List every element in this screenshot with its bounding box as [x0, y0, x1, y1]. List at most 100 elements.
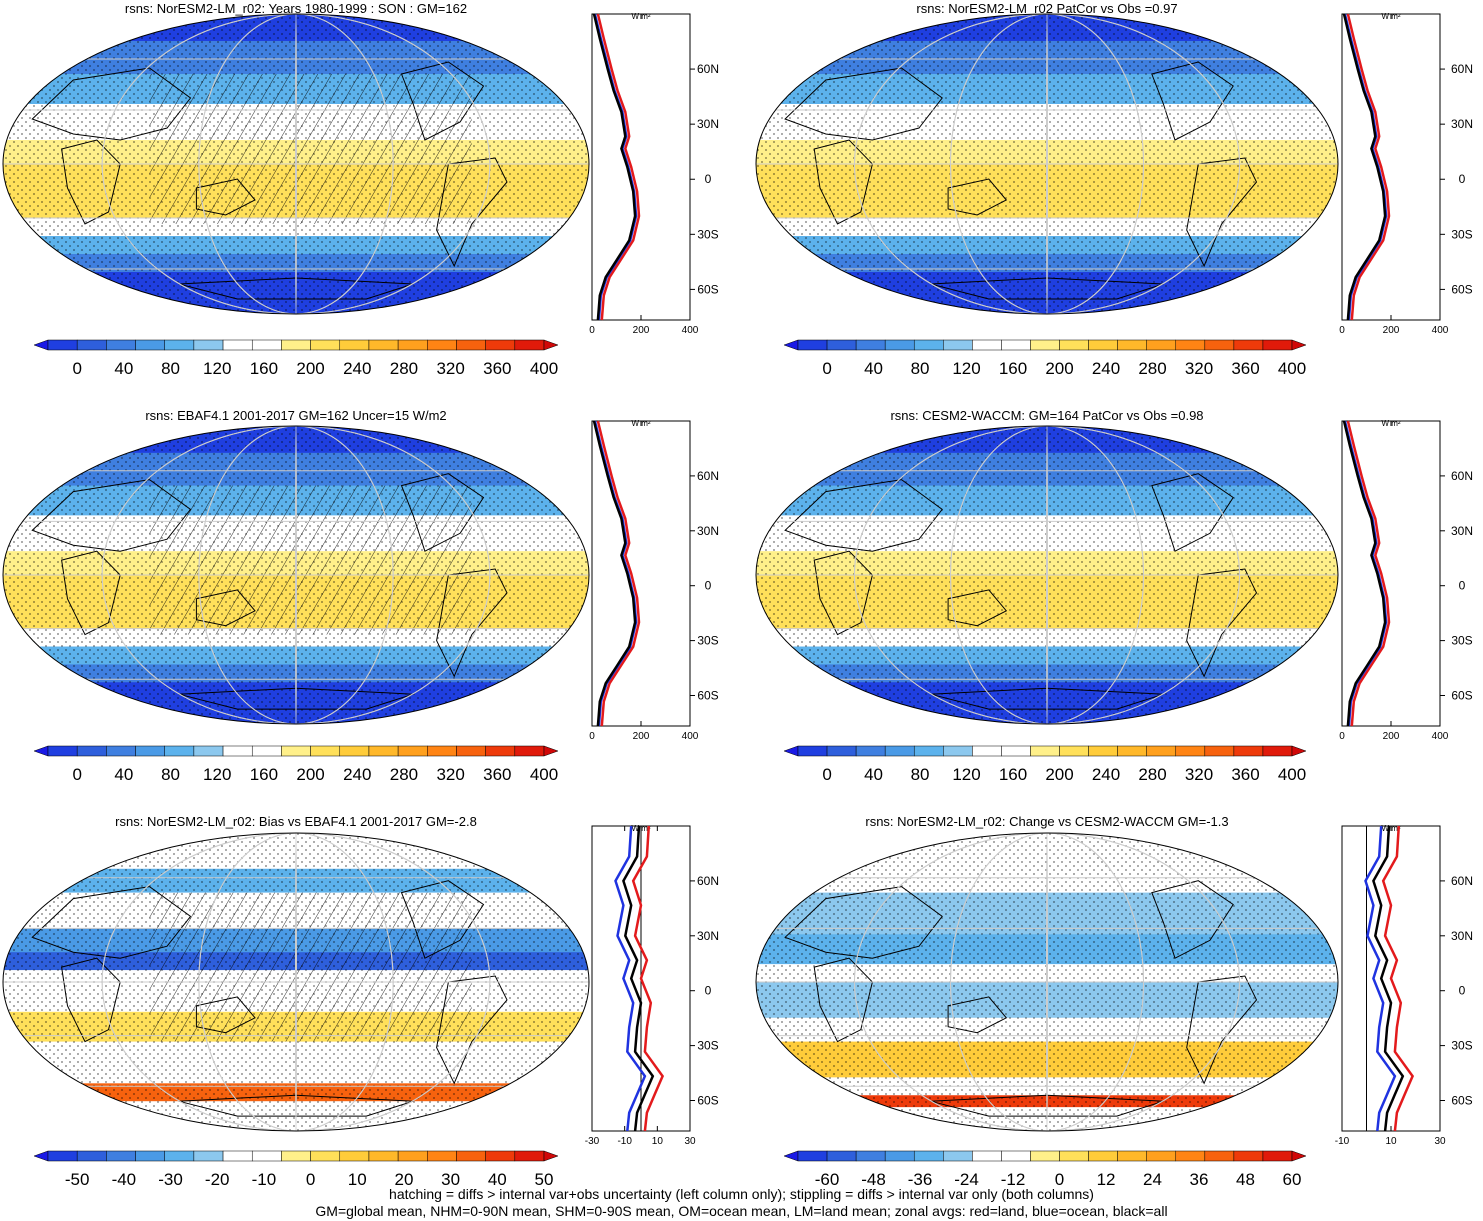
zonal-xtick-label: 10 — [1385, 1136, 1397, 1147]
colorbar-tick-label: 400 — [530, 359, 558, 378]
colorbar-tick-label: 360 — [1231, 765, 1259, 784]
colorbar-tick-label: 200 — [296, 765, 324, 784]
colorbar-box — [1262, 745, 1293, 757]
footnote-line-2: GM=global mean, NHM=0-90N mean, SHM=0-90… — [315, 1203, 1168, 1219]
colorbar-box — [797, 339, 828, 351]
colorbar-tick-label: 0 — [306, 1170, 315, 1189]
colorbar-tick-label: 30 — [441, 1170, 460, 1189]
colorbar-box — [456, 745, 486, 757]
colorbar-box — [943, 339, 973, 351]
colorbar-box — [76, 339, 107, 351]
map-field — [756, 426, 1338, 724]
footnotes: hatching = diffs > internal var+obs unce… — [0, 1186, 1483, 1220]
colorbar-box — [106, 1150, 136, 1162]
colorbar-box — [1233, 745, 1264, 757]
zonal-lat-label: 60S — [697, 1094, 718, 1108]
map-field — [3, 426, 589, 724]
hatching — [149, 485, 472, 635]
colorbar-box — [826, 745, 857, 757]
zonal-lat-label: 60S — [1451, 689, 1472, 703]
colorbar-box — [943, 745, 973, 757]
colorbar-box — [1204, 745, 1235, 757]
colorbar-box — [1233, 339, 1264, 351]
colorbar-tick-label: 280 — [390, 765, 418, 784]
zonal-xtick-label: 200 — [633, 325, 650, 336]
colorbar-tick-label: 60 — [1283, 1170, 1302, 1189]
colorbar-tick-label: 200 — [296, 359, 324, 378]
colorbar-box — [106, 339, 136, 351]
colorbar-box — [310, 745, 341, 757]
zonal-xtick-label: 400 — [1432, 325, 1449, 336]
colorbar-box — [251, 745, 282, 757]
colorbar-box — [797, 745, 828, 757]
colorbar-high-arrow — [543, 1150, 559, 1162]
zonal-lat-label: 0 — [1459, 579, 1466, 593]
colorbar-box — [1175, 745, 1206, 757]
colorbar-box — [485, 339, 516, 351]
colorbar-box — [913, 1150, 944, 1162]
zonal-xtick-label: -30 — [585, 1136, 600, 1147]
colorbar-tick-label: -12 — [1001, 1170, 1026, 1189]
colorbar-box — [855, 339, 886, 351]
colorbar-box — [826, 339, 857, 351]
colorbar-box — [397, 1150, 428, 1162]
zonal-xtick-label: 400 — [1432, 731, 1449, 742]
zonal-all-line — [1342, 420, 1387, 727]
zonal-lat-label: 30N — [697, 117, 719, 131]
colorbar-tick-label: -40 — [112, 1170, 137, 1189]
colorbar-box — [485, 745, 516, 757]
zonal-lat-label: 30N — [1451, 117, 1473, 131]
colorbar: 0 40 80 120 160 200 240 280 320 360 400 — [783, 745, 1307, 784]
colorbar-box — [855, 745, 886, 757]
zonal-all-line — [622, 825, 655, 1132]
zonal-land-line — [1346, 13, 1391, 321]
zonal-xtick-label: 0 — [589, 731, 595, 742]
colorbar-box — [427, 745, 457, 757]
colorbar-tick-label: 280 — [390, 359, 418, 378]
colorbar-tick-label: 50 — [535, 1170, 554, 1189]
colorbar-tick-label: 40 — [864, 765, 883, 784]
colorbar-box — [1175, 339, 1206, 351]
colorbar-box — [193, 745, 224, 757]
colorbar-tick-label: 360 — [483, 359, 511, 378]
colorbar-box — [368, 339, 399, 351]
panel-title: rsns: NorESM2-LM_r02: Bias vs EBAF4.1 20… — [115, 814, 477, 829]
colorbar-box — [485, 1150, 516, 1162]
colorbar-tick-label: 120 — [952, 765, 980, 784]
footnote-line-1: hatching = diffs > internal var+obs unce… — [389, 1186, 1094, 1202]
map-border — [755, 832, 1339, 1132]
colorbar-box — [1117, 339, 1147, 351]
colorbar-tick-label: 360 — [1231, 359, 1259, 378]
colorbar-box — [1262, 339, 1293, 351]
zonal-xtick-label: -10 — [1335, 1136, 1350, 1147]
colorbar-high-arrow — [543, 745, 559, 757]
colorbar-tick-label: 400 — [530, 765, 558, 784]
colorbar-box — [972, 339, 1002, 351]
colorbar-box — [368, 1150, 399, 1162]
colorbar-box — [1146, 1150, 1177, 1162]
colorbar-tick-label: 120 — [952, 359, 980, 378]
colorbar-box — [456, 1150, 486, 1162]
colorbar-box — [826, 1150, 857, 1162]
zonal-lat-label: 60N — [1451, 874, 1473, 888]
zonal-lat-label: 0 — [705, 579, 712, 593]
zonal-lat-label: 60S — [697, 689, 718, 703]
colorbar-tick-label: 0 — [822, 765, 831, 784]
colorbar-tick-label: 120 — [203, 359, 231, 378]
colorbar-box — [251, 1150, 282, 1162]
map-border — [2, 425, 590, 725]
zonal-lat-label: 30N — [1451, 929, 1473, 943]
colorbar-box — [1117, 1150, 1147, 1162]
zonal-lat-label: 30S — [697, 227, 718, 241]
zonal-land-line — [596, 13, 641, 321]
colorbar-box — [1088, 1150, 1118, 1162]
zonal-xtick-label: 200 — [633, 731, 650, 742]
colorbar-box — [135, 339, 165, 351]
colorbar-tick-label: 240 — [1092, 359, 1120, 378]
colorbar-box — [1204, 1150, 1235, 1162]
colorbar-box — [1059, 1150, 1089, 1162]
colorbar-tick-label: 40 — [114, 359, 133, 378]
